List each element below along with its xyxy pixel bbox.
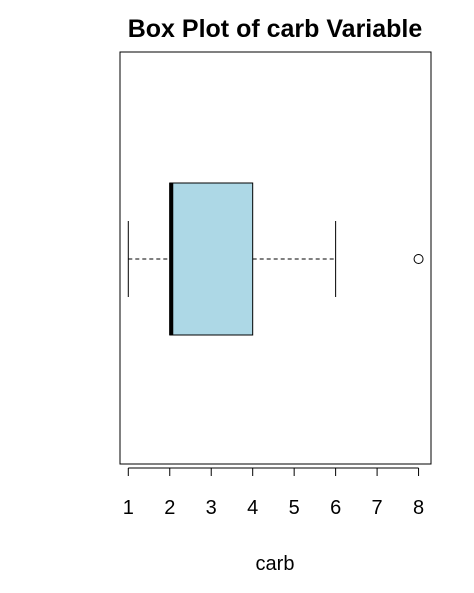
- x-tick-label: 5: [289, 497, 300, 519]
- x-tick-label: 2: [164, 497, 175, 519]
- x-axis-label: carb: [256, 553, 295, 575]
- plot-frame: [119, 51, 432, 465]
- outlier-point: [413, 254, 424, 264]
- x-tick-label: 1: [123, 497, 134, 519]
- iqr-box: [169, 182, 254, 336]
- chart-title: Box Plot of carb Variable: [128, 15, 423, 43]
- x-tick-label: 4: [247, 497, 258, 519]
- x-tick-label: 7: [372, 497, 383, 519]
- x-tick-label: 6: [330, 497, 341, 519]
- box-plot-marks: [127, 182, 424, 336]
- x-tick-label: 8: [413, 497, 424, 519]
- x-tick-label: 3: [206, 497, 217, 519]
- x-axis: 1 2 3 4 5 6 7 8: [123, 467, 424, 519]
